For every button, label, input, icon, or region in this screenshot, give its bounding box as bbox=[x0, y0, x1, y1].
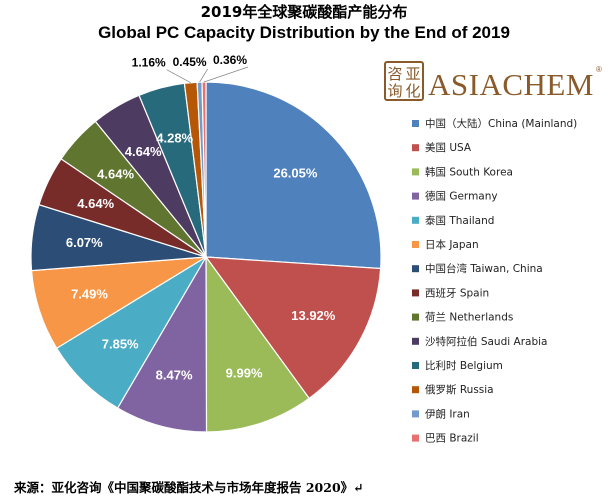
slice-value-label-5: 7.49% bbox=[71, 287, 108, 302]
slice-value-label-13: 0.36% bbox=[213, 53, 247, 67]
legend-swatch-12 bbox=[412, 410, 419, 418]
logo-seal bbox=[384, 61, 424, 101]
slice-value-label-8: 4.64% bbox=[97, 166, 134, 181]
slice-value-label-3: 8.47% bbox=[156, 367, 193, 382]
logo-wordmark: ASIACHEM bbox=[428, 67, 594, 102]
legend-label-12: 伊朗 Iran bbox=[425, 408, 470, 420]
slice-value-label-4: 7.85% bbox=[102, 336, 139, 351]
legend-label-11: 俄罗斯 Russia bbox=[425, 383, 494, 396]
pie-labels: 26.05% 13.92% 9.99% 8.47% 7.85% 7.49% 6.07% 4.6… bbox=[66, 53, 336, 382]
slice-value-label-7: 4.64% bbox=[77, 196, 114, 211]
asiachem-logo: 咨 亚 询 化 ASIACHEM ® bbox=[384, 61, 602, 102]
logo-seal-char-4: 化 bbox=[405, 82, 420, 100]
legend-swatch-3 bbox=[412, 192, 419, 200]
pie-slice-3 bbox=[116, 254, 208, 433]
legend-swatch-4 bbox=[412, 216, 419, 224]
legend-label-13: 巴西 Brazil bbox=[425, 433, 479, 445]
pie-slice-1 bbox=[204, 256, 382, 400]
pie-slices bbox=[30, 81, 382, 433]
pie-slice-0 bbox=[205, 81, 382, 270]
legend-swatch-0 bbox=[412, 120, 419, 127]
legend-swatch-9 bbox=[412, 337, 419, 345]
logo-seal-char-1: 咨 bbox=[387, 65, 402, 83]
leader-line-13 bbox=[203, 66, 249, 83]
legend-label-0: 中国（大陆）China (Mainland) bbox=[425, 117, 577, 130]
slice-value-label-1: 13.92% bbox=[291, 308, 336, 323]
logo-seal-char-2: 亚 bbox=[405, 65, 420, 83]
legend-swatch-6 bbox=[412, 265, 419, 273]
legend-swatch-8 bbox=[412, 313, 419, 321]
slice-value-label-0: 26.05% bbox=[273, 165, 318, 180]
legend-swatch-5 bbox=[412, 241, 419, 248]
legend-label-9: 沙特阿拉伯 Saudi Arabia bbox=[425, 335, 547, 348]
chart-subtitle: Global PC Capacity Distribution by the E… bbox=[98, 23, 510, 42]
chart-title: 2019年全球聚碳酸酯产能分布 bbox=[201, 3, 408, 21]
legend-label-6: 中国台湾 Taiwan, China bbox=[425, 262, 543, 275]
legend-label-2: 韩国 South Korea bbox=[425, 165, 513, 178]
leader-line-12 bbox=[199, 68, 208, 83]
slice-value-label-10: 4.28% bbox=[156, 131, 193, 146]
slice-value-label-6: 6.07% bbox=[66, 235, 103, 250]
slice-value-label-9: 4.64% bbox=[125, 144, 162, 159]
pie-slice-2 bbox=[205, 255, 310, 433]
source-note: 来源：亚化咨询《中国聚碳酸酯技术与市场年度报告 2020》↵ bbox=[13, 480, 364, 495]
legend-swatch-2 bbox=[412, 168, 419, 176]
legend-swatch-7 bbox=[412, 289, 419, 297]
legend-label-5: 日本 Japan bbox=[425, 238, 479, 251]
legend-label-7: 西班牙 Spain bbox=[425, 287, 489, 299]
slice-value-label-11: 1.16% bbox=[132, 56, 166, 70]
legend-label-8: 荷兰 Netherlands bbox=[425, 311, 513, 324]
legend-swatch-13 bbox=[412, 434, 419, 442]
legend-label-3: 德国 Germany bbox=[425, 190, 498, 203]
legend-swatch-10 bbox=[412, 362, 419, 369]
legend-swatch-11 bbox=[412, 386, 419, 394]
legend-label-10: 比利时 Belgium bbox=[425, 359, 503, 372]
legend-label-1: 美国 USA bbox=[425, 141, 472, 154]
legend-label-4: 泰国 Thailand bbox=[425, 214, 494, 227]
logo-reg-mark: ® bbox=[596, 65, 602, 74]
slice-value-label-2: 9.99% bbox=[226, 365, 263, 380]
slice-value-label-12: 0.45% bbox=[173, 55, 207, 69]
legend: 中国（大陆）China (Mainland) 美国 USA 韩国 South Kor… bbox=[412, 117, 577, 445]
leader-line-11 bbox=[166, 69, 191, 84]
legend-swatch-1 bbox=[412, 144, 419, 152]
logo-seal-char-3: 询 bbox=[387, 82, 402, 100]
